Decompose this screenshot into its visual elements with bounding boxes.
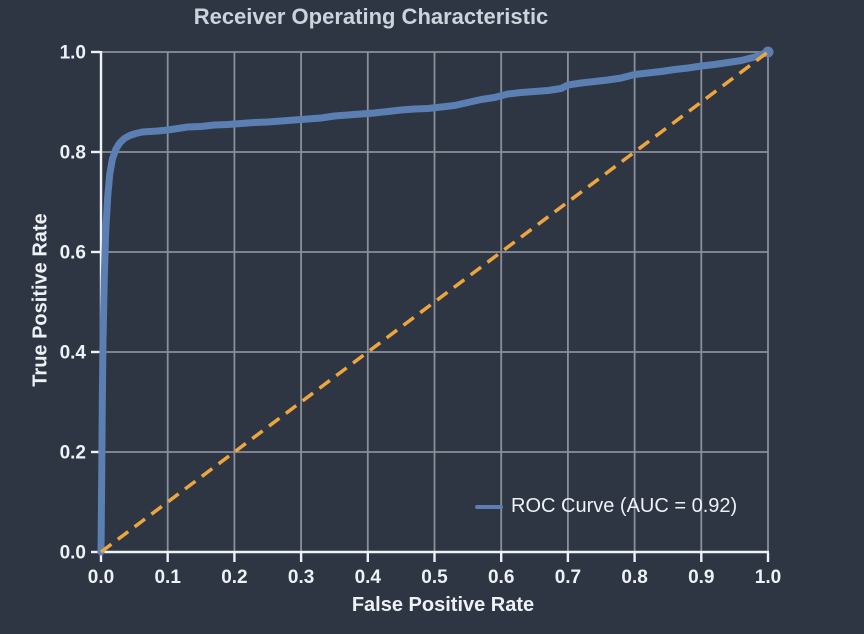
x-tick-label: 0.9 [688, 567, 714, 588]
legend: ROC Curve (AUC = 0.92) [475, 495, 737, 518]
x-axis-label: False Positive Rate [351, 594, 535, 616]
x-tick-label: 0.7 [555, 567, 581, 588]
y-tick-label: 0.2 [60, 443, 86, 464]
x-tick-label: 0.2 [221, 567, 247, 588]
x-tick-label: 1.0 [755, 567, 781, 588]
x-tick-label: 0.1 [154, 567, 181, 588]
diagonal-reference-line [99, 50, 770, 554]
x-tick-label: 0.8 [621, 567, 647, 588]
legend-label: ROC Curve (AUC = 0.92) [511, 495, 738, 517]
x-tick-label: 0.6 [488, 567, 514, 588]
x-tick-label: 0.5 [421, 567, 448, 588]
roc-curve-line [97, 48, 772, 556]
y-tick-label: 0.6 [60, 243, 86, 264]
y-tick-label: 0.8 [60, 143, 86, 164]
y-axis-label: True Positive Rate [29, 213, 52, 387]
x-tick-label: 0.0 [88, 567, 114, 588]
x-tick-label: 0.3 [288, 567, 314, 588]
y-tick-label: 1.0 [60, 43, 86, 64]
roc-line-swatch-icon [475, 504, 503, 509]
y-tick-label: 0.4 [60, 343, 87, 364]
y-tick-label: 0.0 [60, 543, 86, 564]
chart-title: Receiver Operating Characteristic [193, 4, 549, 29]
x-tick-label: 0.4 [355, 567, 382, 588]
